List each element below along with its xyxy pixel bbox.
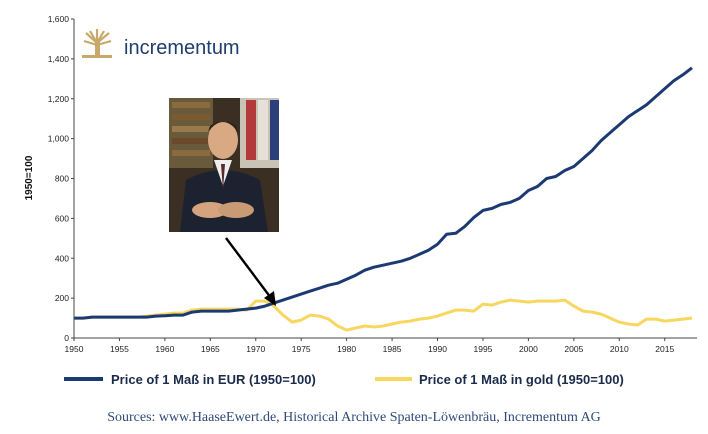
x-tick-label: 1965	[201, 344, 220, 354]
x-tick-label: 2015	[655, 344, 674, 354]
series-line-eur	[74, 66, 693, 320]
legend-label-gold: Price of 1 Maß in gold (1950=100)	[419, 372, 624, 387]
portrait-photo	[169, 98, 279, 232]
legend: Price of 1 Maß in EUR (1950=100) Price o…	[64, 372, 624, 387]
x-tick-label: 1980	[337, 344, 356, 354]
y-axis-label: 1950=100	[24, 155, 35, 200]
logo-text: incrementum	[124, 37, 240, 59]
y-tick-label: 1,200	[48, 94, 70, 104]
y-tick-label: 1,000	[48, 134, 70, 144]
x-tick-label: 1995	[474, 344, 493, 354]
incrementum-logo: incrementum	[82, 29, 240, 59]
x-tick-label: 1970	[246, 344, 265, 354]
series-layer	[74, 66, 693, 332]
tree-logo-icon	[82, 29, 112, 58]
legend-label-eur: Price of 1 Maß in EUR (1950=100)	[111, 372, 316, 387]
y-tick-label: 600	[55, 213, 69, 223]
x-tick-label: 1990	[428, 344, 447, 354]
series-line-gold	[74, 298, 693, 332]
x-tick-label: 1960	[155, 344, 174, 354]
x-tick-label: 2000	[519, 344, 538, 354]
y-tick-label: 0	[64, 333, 69, 343]
x-tick-label: 1985	[383, 344, 402, 354]
y-tick-label: 1,400	[48, 54, 70, 64]
x-tick-label: 1950	[65, 344, 84, 354]
x-tick-label: 1955	[110, 344, 129, 354]
y-tick-label: 1,600	[48, 14, 70, 24]
x-tick-label: 2005	[564, 344, 583, 354]
y-tick-label: 200	[55, 293, 69, 303]
annotation-arrow	[225, 237, 276, 306]
y-ticks: 0 200 400 600 800 1,000 1,200 1,400 1,600	[48, 14, 74, 343]
y-tick-label: 800	[55, 174, 69, 184]
y-tick-label: 400	[55, 253, 69, 263]
axes	[73, 19, 697, 339]
x-tick-label: 2010	[610, 344, 629, 354]
x-tick-label: 1975	[292, 344, 311, 354]
source-note: Sources: www.HaaseEwert.de, Historical A…	[107, 410, 601, 425]
x-ticks: 1950 1955 1960 1965 1970 1975 1980 1985 1990 1995…	[65, 338, 674, 354]
